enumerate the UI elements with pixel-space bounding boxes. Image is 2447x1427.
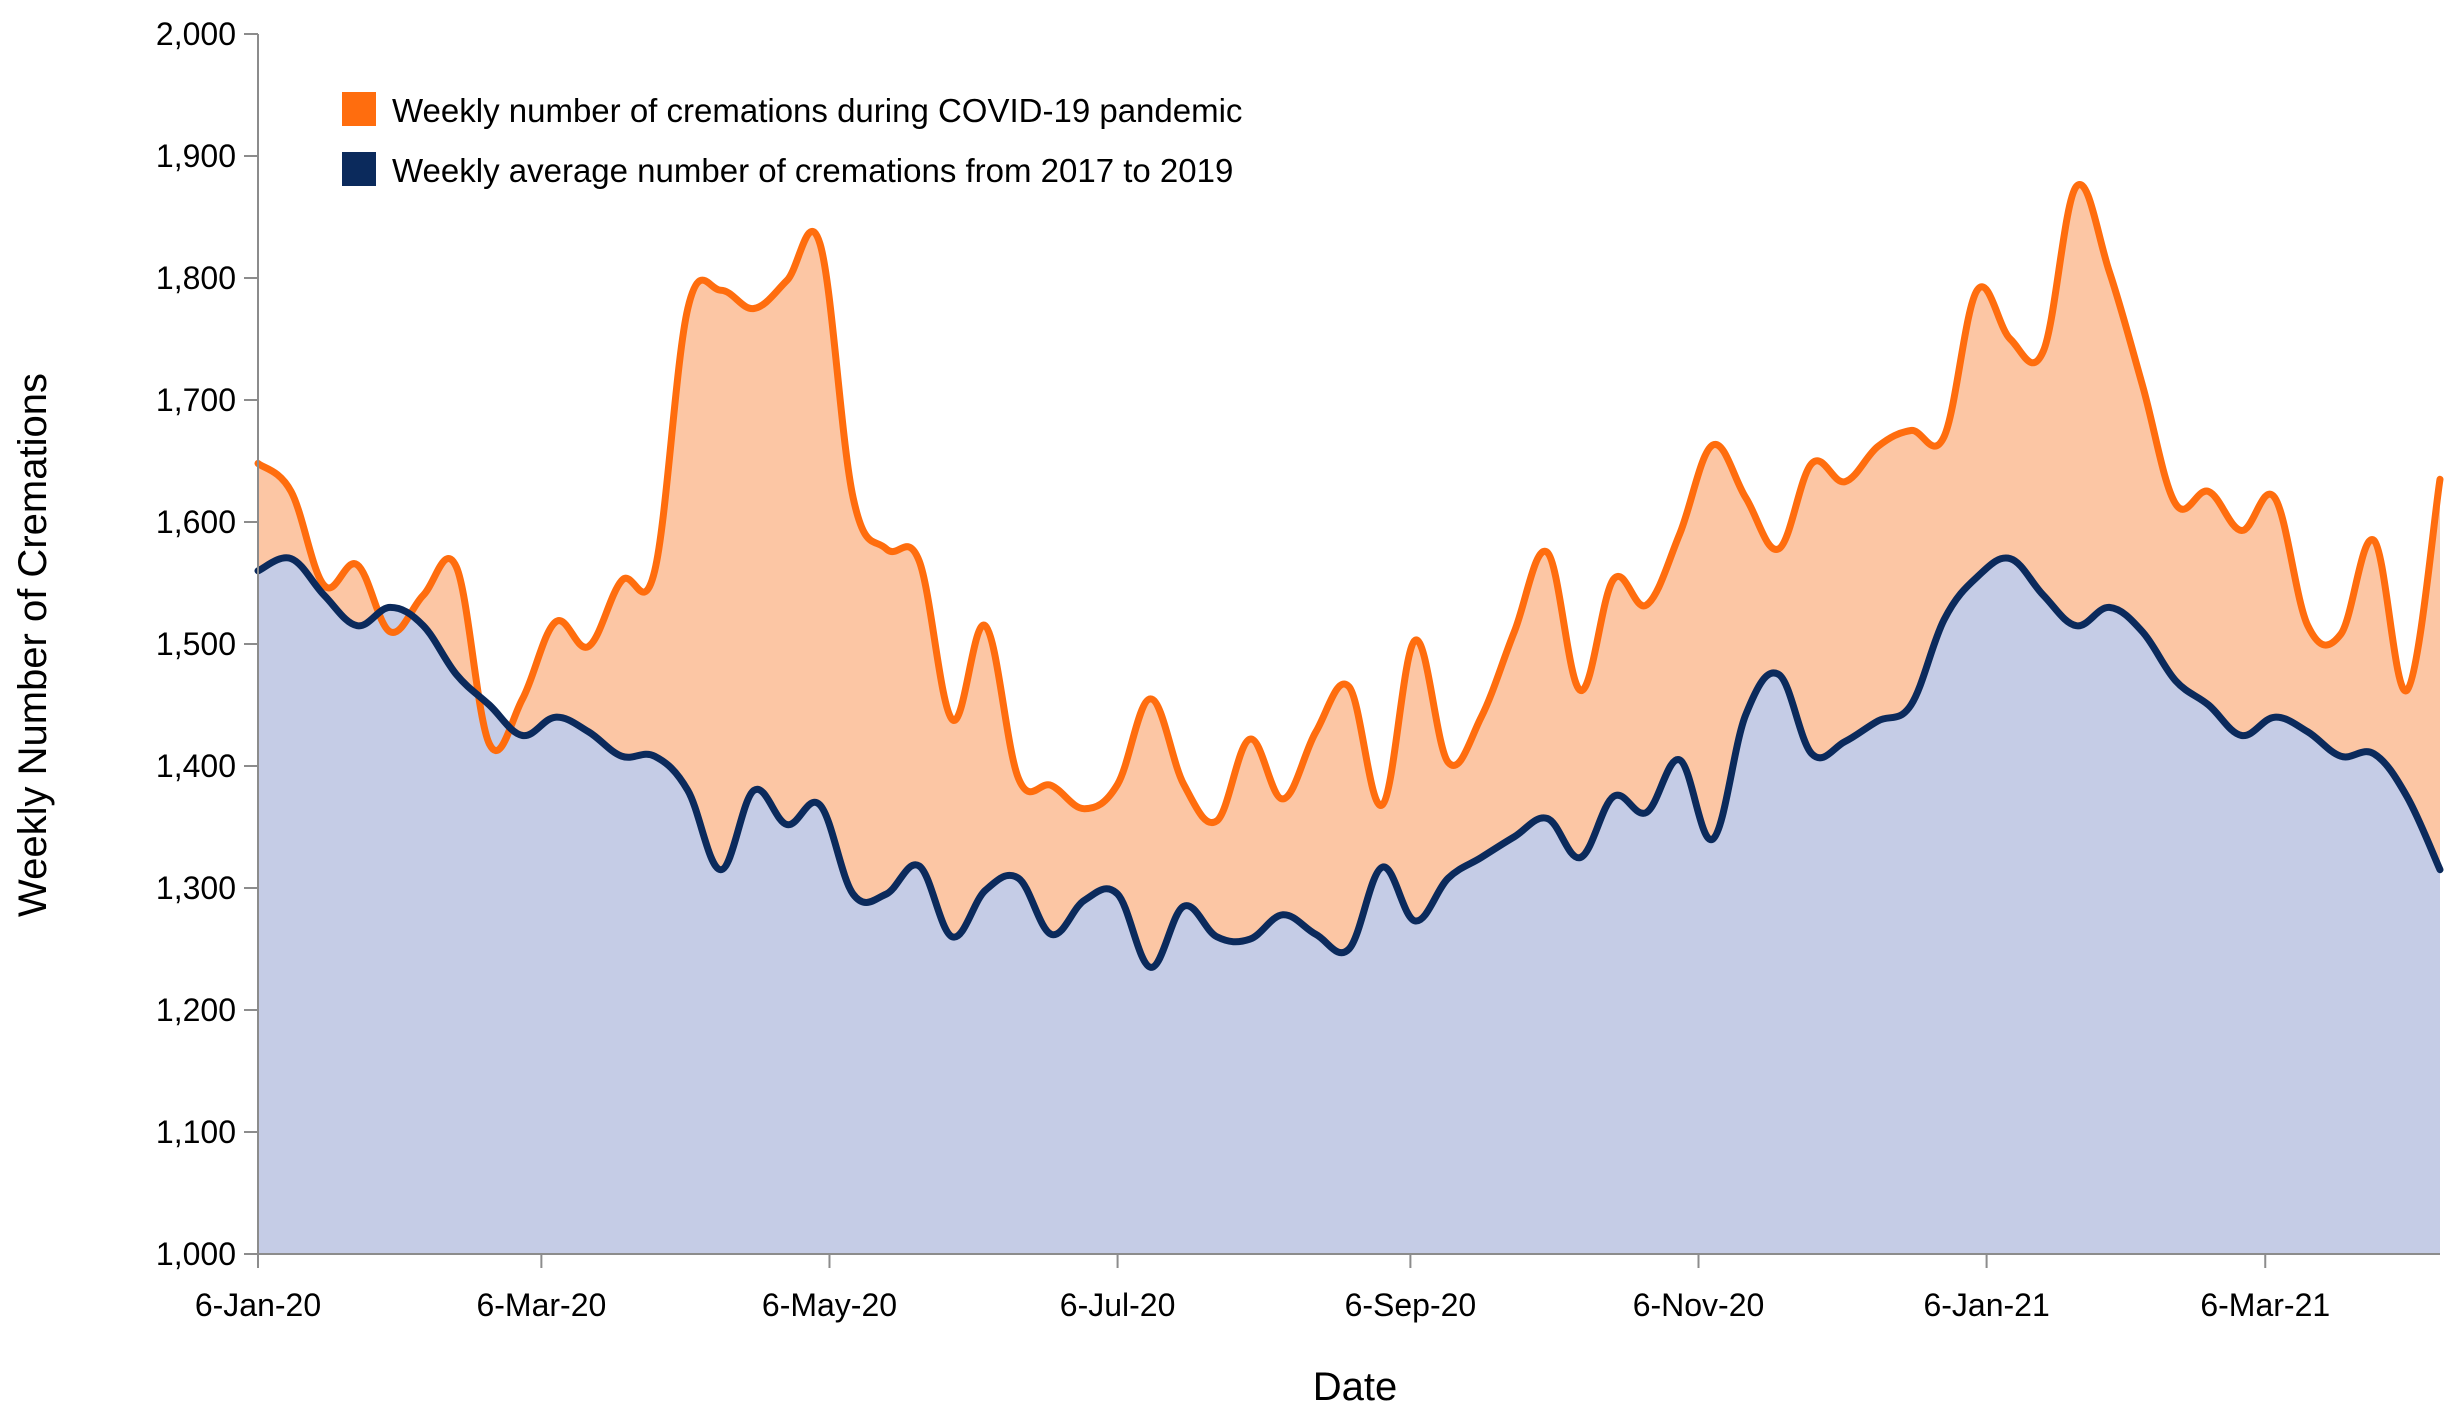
- y-tick-label: 1,100: [156, 1114, 236, 1150]
- y-tick-label: 2,000: [156, 16, 236, 52]
- x-tick-label: 6-Jan-20: [195, 1287, 321, 1323]
- y-tick-label: 1,500: [156, 626, 236, 662]
- legend: Weekly number of cremations during COVID…: [342, 92, 1242, 189]
- series-line-covid: [254, 180, 2444, 826]
- series-lines: [254, 180, 2444, 971]
- legend-swatch-covid: [342, 92, 376, 126]
- area-fill-baseline: [258, 557, 2440, 1254]
- legend-swatch-baseline: [342, 152, 376, 186]
- x-tick-label: 6-Jul-20: [1060, 1287, 1176, 1323]
- area-fills: [258, 184, 2440, 1254]
- legend-label-baseline: Weekly average number of cremations from…: [392, 152, 1233, 189]
- y-tick-label: 1,800: [156, 260, 236, 296]
- x-axis-title: Date: [1313, 1365, 1398, 1409]
- x-axis-ticks: 6-Jan-20 6-Mar-20 6-May-20 6-Jul-20 6-Sep-20…: [195, 1254, 2330, 1323]
- y-tick-label: 1,300: [156, 870, 236, 906]
- y-axis-ticks: 1,000 1,100 1,200 1,300 1,400 1,500 1,600 1,700…: [156, 16, 258, 1272]
- x-tick-label: 6-Sep-20: [1345, 1287, 1477, 1323]
- y-tick-label: 1,600: [156, 504, 236, 540]
- y-tick-label: 1,900: [156, 138, 236, 174]
- y-tick-label: 1,400: [156, 748, 236, 784]
- y-tick-label: 1,000: [156, 1236, 236, 1272]
- y-axis-title: Weekly Number of Cremations: [11, 373, 55, 917]
- x-tick-label: 6-Mar-21: [2200, 1287, 2330, 1323]
- x-tick-label: 6-May-20: [762, 1287, 897, 1323]
- legend-label-covid: Weekly number of cremations during COVID…: [392, 92, 1242, 129]
- y-tick-label: 1,700: [156, 382, 236, 418]
- x-tick-label: 6-Jan-21: [1923, 1287, 2049, 1323]
- x-tick-label: 6-Mar-20: [476, 1287, 606, 1323]
- x-tick-label: 6-Nov-20: [1633, 1287, 1765, 1323]
- series-line-baseline: [254, 554, 2444, 971]
- y-tick-label: 1,200: [156, 992, 236, 1028]
